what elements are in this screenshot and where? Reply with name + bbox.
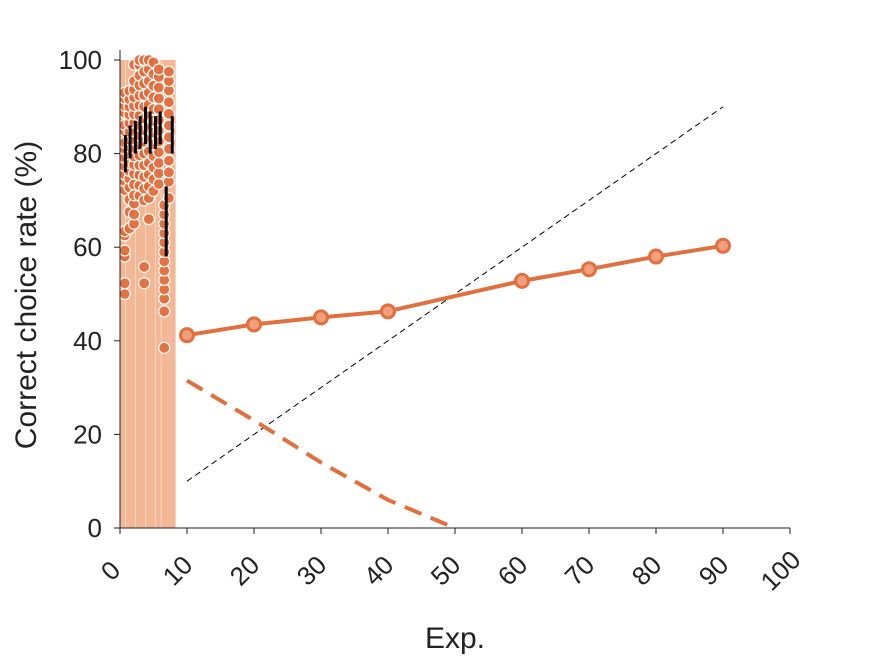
series-point <box>246 316 262 333</box>
scatter-point <box>162 96 176 109</box>
series-point <box>313 309 329 326</box>
x-tick-label: 100 <box>755 545 807 597</box>
scatter-point <box>158 341 171 354</box>
series-point <box>380 303 396 320</box>
error-bar-layer <box>123 106 174 257</box>
series-point <box>581 261 597 278</box>
x-tick-label: 20 <box>224 550 266 592</box>
x-tick-label: 50 <box>425 550 467 592</box>
series-point <box>648 248 664 265</box>
scatter-point <box>152 167 165 180</box>
series-point <box>514 272 530 289</box>
x-tick-label: 40 <box>358 550 400 592</box>
series-line-2 <box>186 106 724 482</box>
scatter-point <box>152 156 165 170</box>
scatter-point <box>152 92 165 105</box>
series-line-1 <box>185 378 456 530</box>
bar <box>145 60 151 528</box>
series-line-0 <box>186 243 724 338</box>
y-axis-label: Correct choice rate (%) <box>10 141 43 449</box>
scatter-point <box>162 166 176 179</box>
scatter-point <box>118 277 131 290</box>
scatter-point <box>118 244 131 257</box>
x-tick-label: 0 <box>95 555 126 586</box>
bar <box>155 60 161 528</box>
y-tick-label: 20 <box>73 419 102 449</box>
x-tick-label: 30 <box>291 550 333 592</box>
y-tick-label: 0 <box>88 513 102 543</box>
bar <box>150 60 156 528</box>
scatter-point <box>152 81 165 94</box>
scatter-point <box>127 208 141 221</box>
scatter-point <box>158 305 171 318</box>
series-point <box>179 327 195 344</box>
x-tick-label: 90 <box>693 550 735 592</box>
bar <box>135 60 141 528</box>
scatter-point <box>152 63 165 76</box>
scatter-point <box>162 65 176 78</box>
y-tick-label: 80 <box>73 139 102 169</box>
series-layer <box>179 237 731 530</box>
y-tick-label: 100 <box>59 45 102 75</box>
x-tick-label: 10 <box>157 550 199 592</box>
scatter-point <box>152 177 165 191</box>
x-tick-label: 70 <box>559 550 601 592</box>
y-tick-label: 60 <box>73 232 102 262</box>
bar <box>130 60 136 528</box>
scatter-point <box>138 277 151 290</box>
x-tick-label: 80 <box>626 550 668 592</box>
scatter-point <box>142 213 155 226</box>
reference-line-layer <box>186 106 724 482</box>
x-tick-label: 60 <box>492 550 534 592</box>
y-tick-label: 40 <box>73 326 102 356</box>
scatter-point <box>138 260 151 273</box>
scatter-point <box>162 154 176 167</box>
series-point <box>715 237 731 254</box>
bar <box>170 60 176 528</box>
bar <box>165 60 171 528</box>
bar <box>140 60 146 528</box>
x-axis-label: Exp. <box>425 622 485 655</box>
scatter-point <box>118 287 131 301</box>
